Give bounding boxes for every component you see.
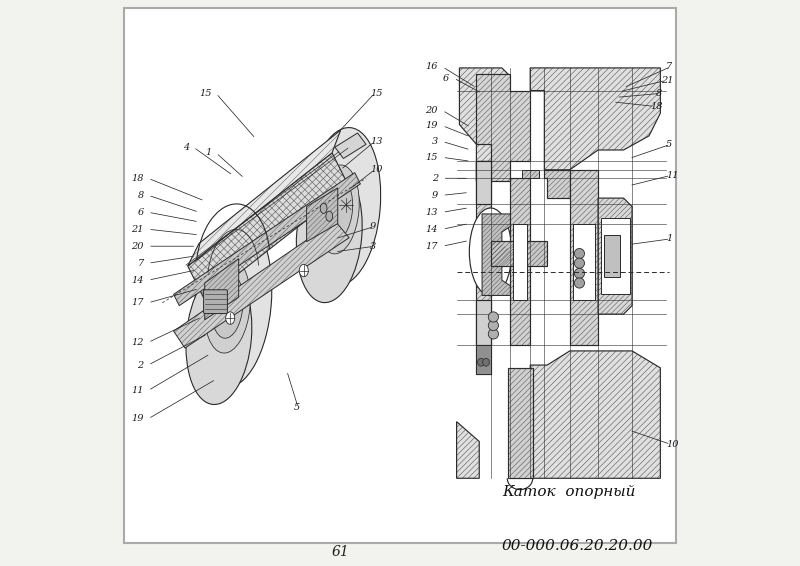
Text: 9: 9 <box>432 191 438 200</box>
Ellipse shape <box>296 167 362 303</box>
Text: Каток  опорный: Каток опорный <box>502 486 635 499</box>
Text: 17: 17 <box>426 242 438 251</box>
FancyBboxPatch shape <box>124 8 676 543</box>
Text: 15: 15 <box>426 153 438 162</box>
Text: 13: 13 <box>370 137 382 146</box>
Text: 15: 15 <box>370 89 382 98</box>
Ellipse shape <box>212 273 243 338</box>
Polygon shape <box>522 170 538 178</box>
Text: 19: 19 <box>426 121 438 130</box>
Polygon shape <box>490 241 547 266</box>
Polygon shape <box>477 74 530 181</box>
Text: 2: 2 <box>138 361 144 370</box>
Text: 9: 9 <box>370 222 376 231</box>
Text: 7: 7 <box>666 62 672 71</box>
Ellipse shape <box>478 358 484 366</box>
Text: 4: 4 <box>182 143 189 152</box>
Text: 16: 16 <box>426 62 438 71</box>
Ellipse shape <box>574 258 585 268</box>
Text: 6: 6 <box>443 74 450 83</box>
Text: 8: 8 <box>138 191 144 200</box>
Polygon shape <box>544 170 570 198</box>
Ellipse shape <box>320 203 327 213</box>
Ellipse shape <box>323 179 353 240</box>
Text: 61: 61 <box>332 545 350 559</box>
Ellipse shape <box>488 329 498 339</box>
Text: 15: 15 <box>199 89 211 98</box>
Polygon shape <box>477 300 490 345</box>
Polygon shape <box>306 188 338 242</box>
Ellipse shape <box>574 268 585 278</box>
Ellipse shape <box>205 258 250 353</box>
Ellipse shape <box>488 320 498 331</box>
Polygon shape <box>188 153 349 300</box>
Text: 7: 7 <box>138 259 144 268</box>
Polygon shape <box>598 198 632 314</box>
Ellipse shape <box>306 127 381 286</box>
Text: 6: 6 <box>138 208 144 217</box>
Polygon shape <box>477 161 490 204</box>
Bar <box>573 224 595 300</box>
Polygon shape <box>477 345 490 374</box>
Polygon shape <box>530 68 660 170</box>
Text: 14: 14 <box>426 225 438 234</box>
Polygon shape <box>459 68 510 181</box>
Text: 5: 5 <box>294 403 300 412</box>
Text: 19: 19 <box>131 414 144 423</box>
Ellipse shape <box>226 312 234 324</box>
Text: 12: 12 <box>131 338 144 347</box>
Text: 2: 2 <box>432 174 438 183</box>
Polygon shape <box>174 221 349 348</box>
Ellipse shape <box>574 248 585 259</box>
Text: 21: 21 <box>662 76 674 85</box>
Text: 20: 20 <box>131 242 144 251</box>
Text: 10: 10 <box>370 165 382 174</box>
Polygon shape <box>507 368 533 478</box>
Text: 1: 1 <box>206 148 211 157</box>
Ellipse shape <box>326 211 333 221</box>
Text: 8: 8 <box>656 89 662 98</box>
Ellipse shape <box>299 264 308 277</box>
Ellipse shape <box>316 165 359 254</box>
Text: 20: 20 <box>426 106 438 115</box>
Text: 11: 11 <box>666 171 678 180</box>
Text: 10: 10 <box>666 440 678 449</box>
Text: 13: 13 <box>426 208 438 217</box>
Polygon shape <box>570 170 598 345</box>
Ellipse shape <box>574 278 585 288</box>
Text: 3: 3 <box>370 242 376 251</box>
Text: 18: 18 <box>131 174 144 183</box>
Polygon shape <box>205 259 238 320</box>
Text: 1: 1 <box>666 234 672 243</box>
Bar <box>514 224 527 300</box>
Ellipse shape <box>186 269 252 405</box>
Ellipse shape <box>488 312 498 322</box>
Text: 5: 5 <box>666 140 672 149</box>
Polygon shape <box>457 422 479 478</box>
FancyBboxPatch shape <box>203 290 227 314</box>
Polygon shape <box>188 130 341 266</box>
Text: 18: 18 <box>650 102 662 111</box>
Text: 00-000.06.20.20.00: 00-000.06.20.20.00 <box>502 539 654 553</box>
Bar <box>601 218 630 294</box>
Polygon shape <box>530 351 660 478</box>
Polygon shape <box>482 214 510 295</box>
Text: 21: 21 <box>131 225 144 234</box>
Polygon shape <box>174 173 360 306</box>
Polygon shape <box>335 133 366 158</box>
Text: 17: 17 <box>131 298 144 307</box>
Polygon shape <box>477 161 490 374</box>
Ellipse shape <box>482 358 490 366</box>
Polygon shape <box>510 178 530 345</box>
Text: 14: 14 <box>131 276 144 285</box>
Ellipse shape <box>194 218 272 388</box>
Bar <box>604 235 620 277</box>
Ellipse shape <box>470 208 512 295</box>
Text: 3: 3 <box>432 137 438 146</box>
Text: 11: 11 <box>131 386 144 395</box>
